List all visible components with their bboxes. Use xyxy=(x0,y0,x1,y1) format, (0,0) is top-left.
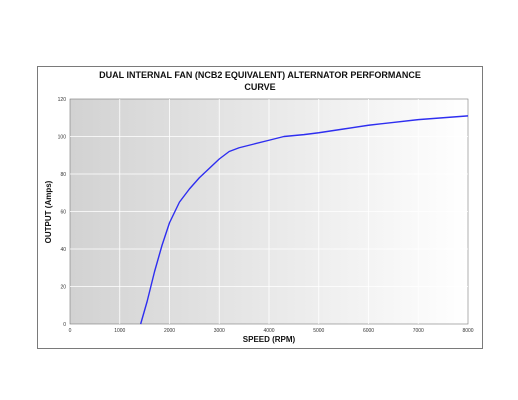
series-group xyxy=(139,115,469,325)
series-line-0 xyxy=(139,115,469,325)
y-axis-label: OUTPUT (Amps) xyxy=(44,180,53,243)
x-tick-labels: 0 1000 2000 3000 4000 5000 6000 7000 8000 xyxy=(69,328,474,334)
x-tick-label: 0 xyxy=(69,328,72,334)
y-tick-label: 100 xyxy=(58,135,67,141)
x-tick-label: 3000 xyxy=(214,328,225,334)
y-tick-label: 120 xyxy=(58,97,67,103)
chart-title-line-2: CURVE xyxy=(244,82,276,92)
x-tick-label: 8000 xyxy=(462,328,473,334)
chart-title-line-1: DUAL INTERNAL FAN (NCB2 EQUIVALENT) ALTE… xyxy=(99,70,421,80)
x-tick-label: 6000 xyxy=(363,328,374,334)
x-tick-label: 4000 xyxy=(263,328,274,334)
x-tick-label: 7000 xyxy=(413,328,424,334)
x-tick-label: 1000 xyxy=(114,328,125,334)
y-tick-label: 40 xyxy=(60,247,66,253)
y-tick-label: 60 xyxy=(60,210,66,216)
y-tick-label: 0 xyxy=(63,322,66,328)
y-tick-labels: 0 20 40 60 80 100 120 xyxy=(58,97,67,328)
x-tick-label: 2000 xyxy=(164,328,175,334)
y-tick-label: 80 xyxy=(60,172,66,178)
chart-title: DUAL INTERNAL FAN (NCB2 EQUIVALENT) ALTE… xyxy=(37,69,483,93)
x-tick-label: 5000 xyxy=(313,328,324,334)
grid xyxy=(70,99,468,324)
y-tick-label: 20 xyxy=(60,285,66,291)
x-axis-label: SPEED (RPM) xyxy=(243,335,296,344)
